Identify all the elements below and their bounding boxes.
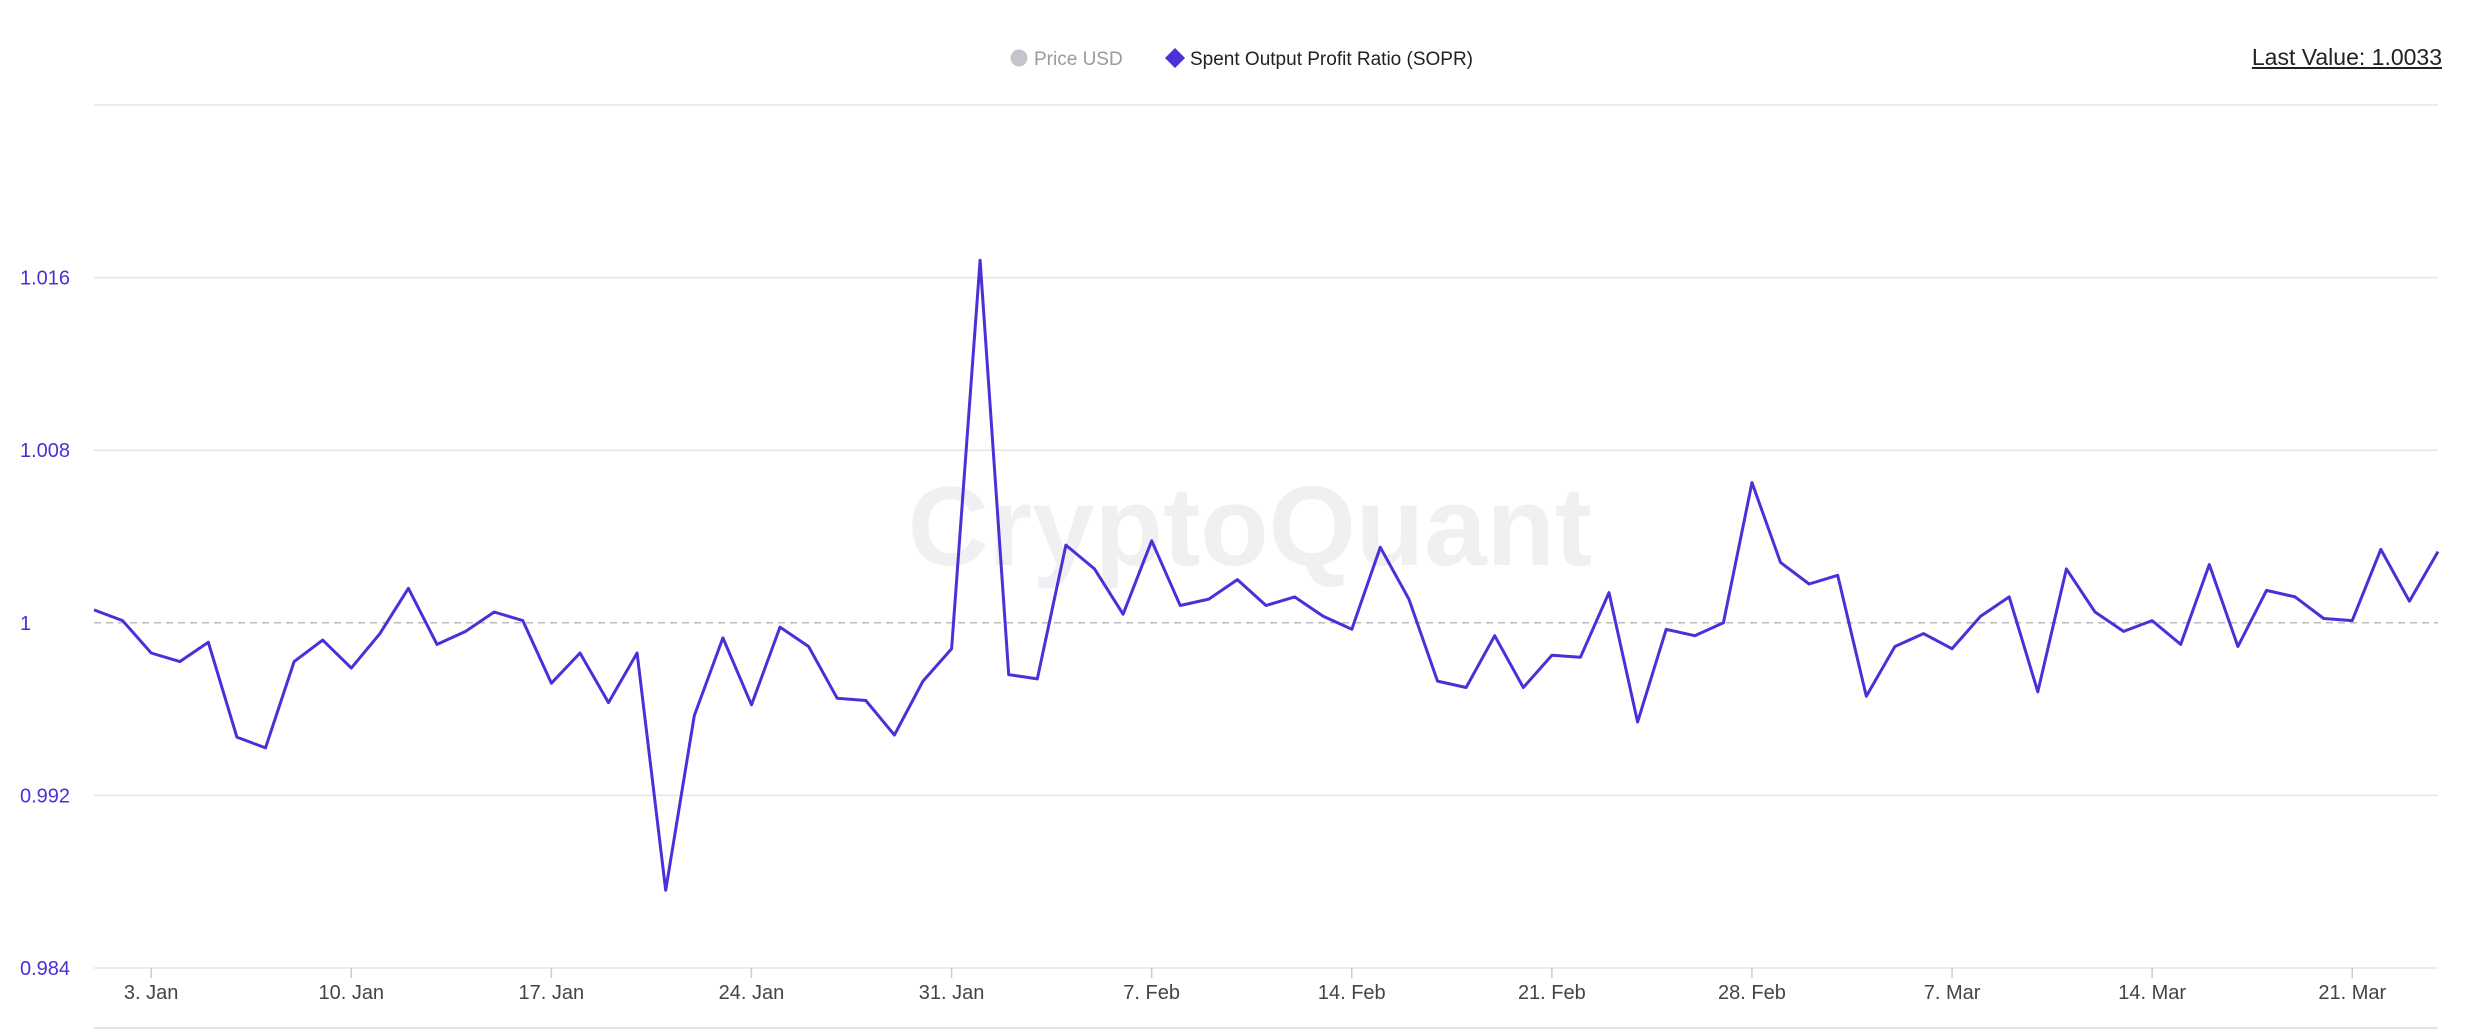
x-tick-label: 21. Mar	[2318, 982, 2386, 1004]
y-tick-label: 0.992	[20, 785, 70, 807]
circle-icon	[1010, 49, 1028, 67]
diamond-icon	[1165, 48, 1185, 68]
sopr-series-line	[93, 258, 2440, 892]
x-tick-label: 21. Feb	[1518, 982, 1586, 1004]
x-tick-label: 14. Feb	[1318, 982, 1386, 1004]
x-tick-label: 17. Jan	[519, 982, 585, 1004]
y-tick-label: 1	[20, 613, 31, 635]
legend[interactable]: Price USD Spent Output Profit Ratio (SOPR…	[1010, 48, 1474, 70]
legend-label: Price USD	[1034, 49, 1123, 70]
y-tick-label: 1.016	[20, 268, 70, 290]
x-tick-label: 10. Jan	[318, 982, 384, 1004]
x-tick-label: 7. Mar	[1924, 982, 1981, 1004]
x-tick-label: 14. Mar	[2118, 982, 2186, 1004]
y-tick-label: 1.008	[20, 440, 70, 462]
x-tick-label: 24. Jan	[719, 982, 785, 1004]
y-tick-label: 0.984	[20, 958, 70, 980]
x-tick-label: 28. Feb	[1718, 982, 1786, 1004]
x-tick-label: 3. Jan	[124, 982, 178, 1004]
legend-item-1[interactable]: Spent Output Profit Ratio (SOPR)	[1165, 48, 1473, 70]
legend-item-0[interactable]: Price USD	[1010, 49, 1123, 70]
x-tick-label: 7. Feb	[1123, 982, 1180, 1004]
y-axis: 1.016 1.008 1 0.992 0.984	[20, 268, 70, 980]
series-layer	[93, 258, 2440, 892]
grid-lines	[94, 104, 2438, 1029]
watermark: CryptoQuant	[908, 464, 1592, 589]
last-value-link[interactable]: Last Value: 1.0033	[2251, 44, 2442, 70]
legend-label: Spent Output Profit Ratio (SOPR)	[1190, 49, 1473, 70]
x-axis: 3. Jan 10. Jan 17. Jan 24. Jan 31. Jan 7. Feb…	[124, 968, 2386, 1004]
x-tick-label: 31. Jan	[919, 982, 985, 1004]
